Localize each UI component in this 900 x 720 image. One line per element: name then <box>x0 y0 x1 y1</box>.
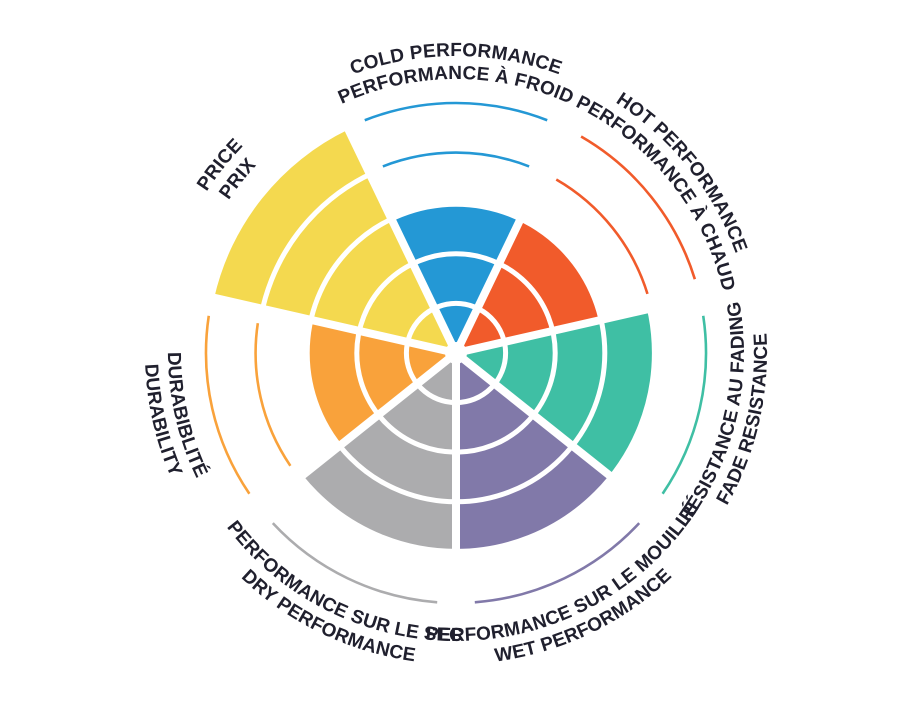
divider-line <box>199 290 457 357</box>
wedge-price <box>214 129 456 353</box>
outline-arc-durability-level-4 <box>254 323 292 467</box>
divider-line <box>453 349 664 520</box>
outline-arc-hot-performance-level-5 <box>580 135 697 280</box>
divider-line <box>248 349 459 520</box>
outline-arc-fade-resistance-level-5 <box>661 315 708 495</box>
divider-line <box>452 115 574 355</box>
wedge-cold-performance <box>391 204 521 353</box>
hub <box>445 342 467 364</box>
outline-arc-cold-performance-level-5 <box>364 101 548 122</box>
outline-arc-cold-performance-level-4 <box>382 151 530 168</box>
divider-line <box>455 290 713 357</box>
wedge-dry-performance <box>300 353 456 552</box>
wedge-durability <box>307 319 456 446</box>
outline-arc-dry-performance-level-5 <box>271 522 438 604</box>
outline-arc-durability-level-5 <box>204 315 251 495</box>
divider-line <box>338 115 460 355</box>
outline-arc-hot-performance-level-4 <box>555 178 649 295</box>
outline-arc-wet-performance-level-5 <box>474 522 641 604</box>
wedge-wet-performance <box>456 353 612 552</box>
